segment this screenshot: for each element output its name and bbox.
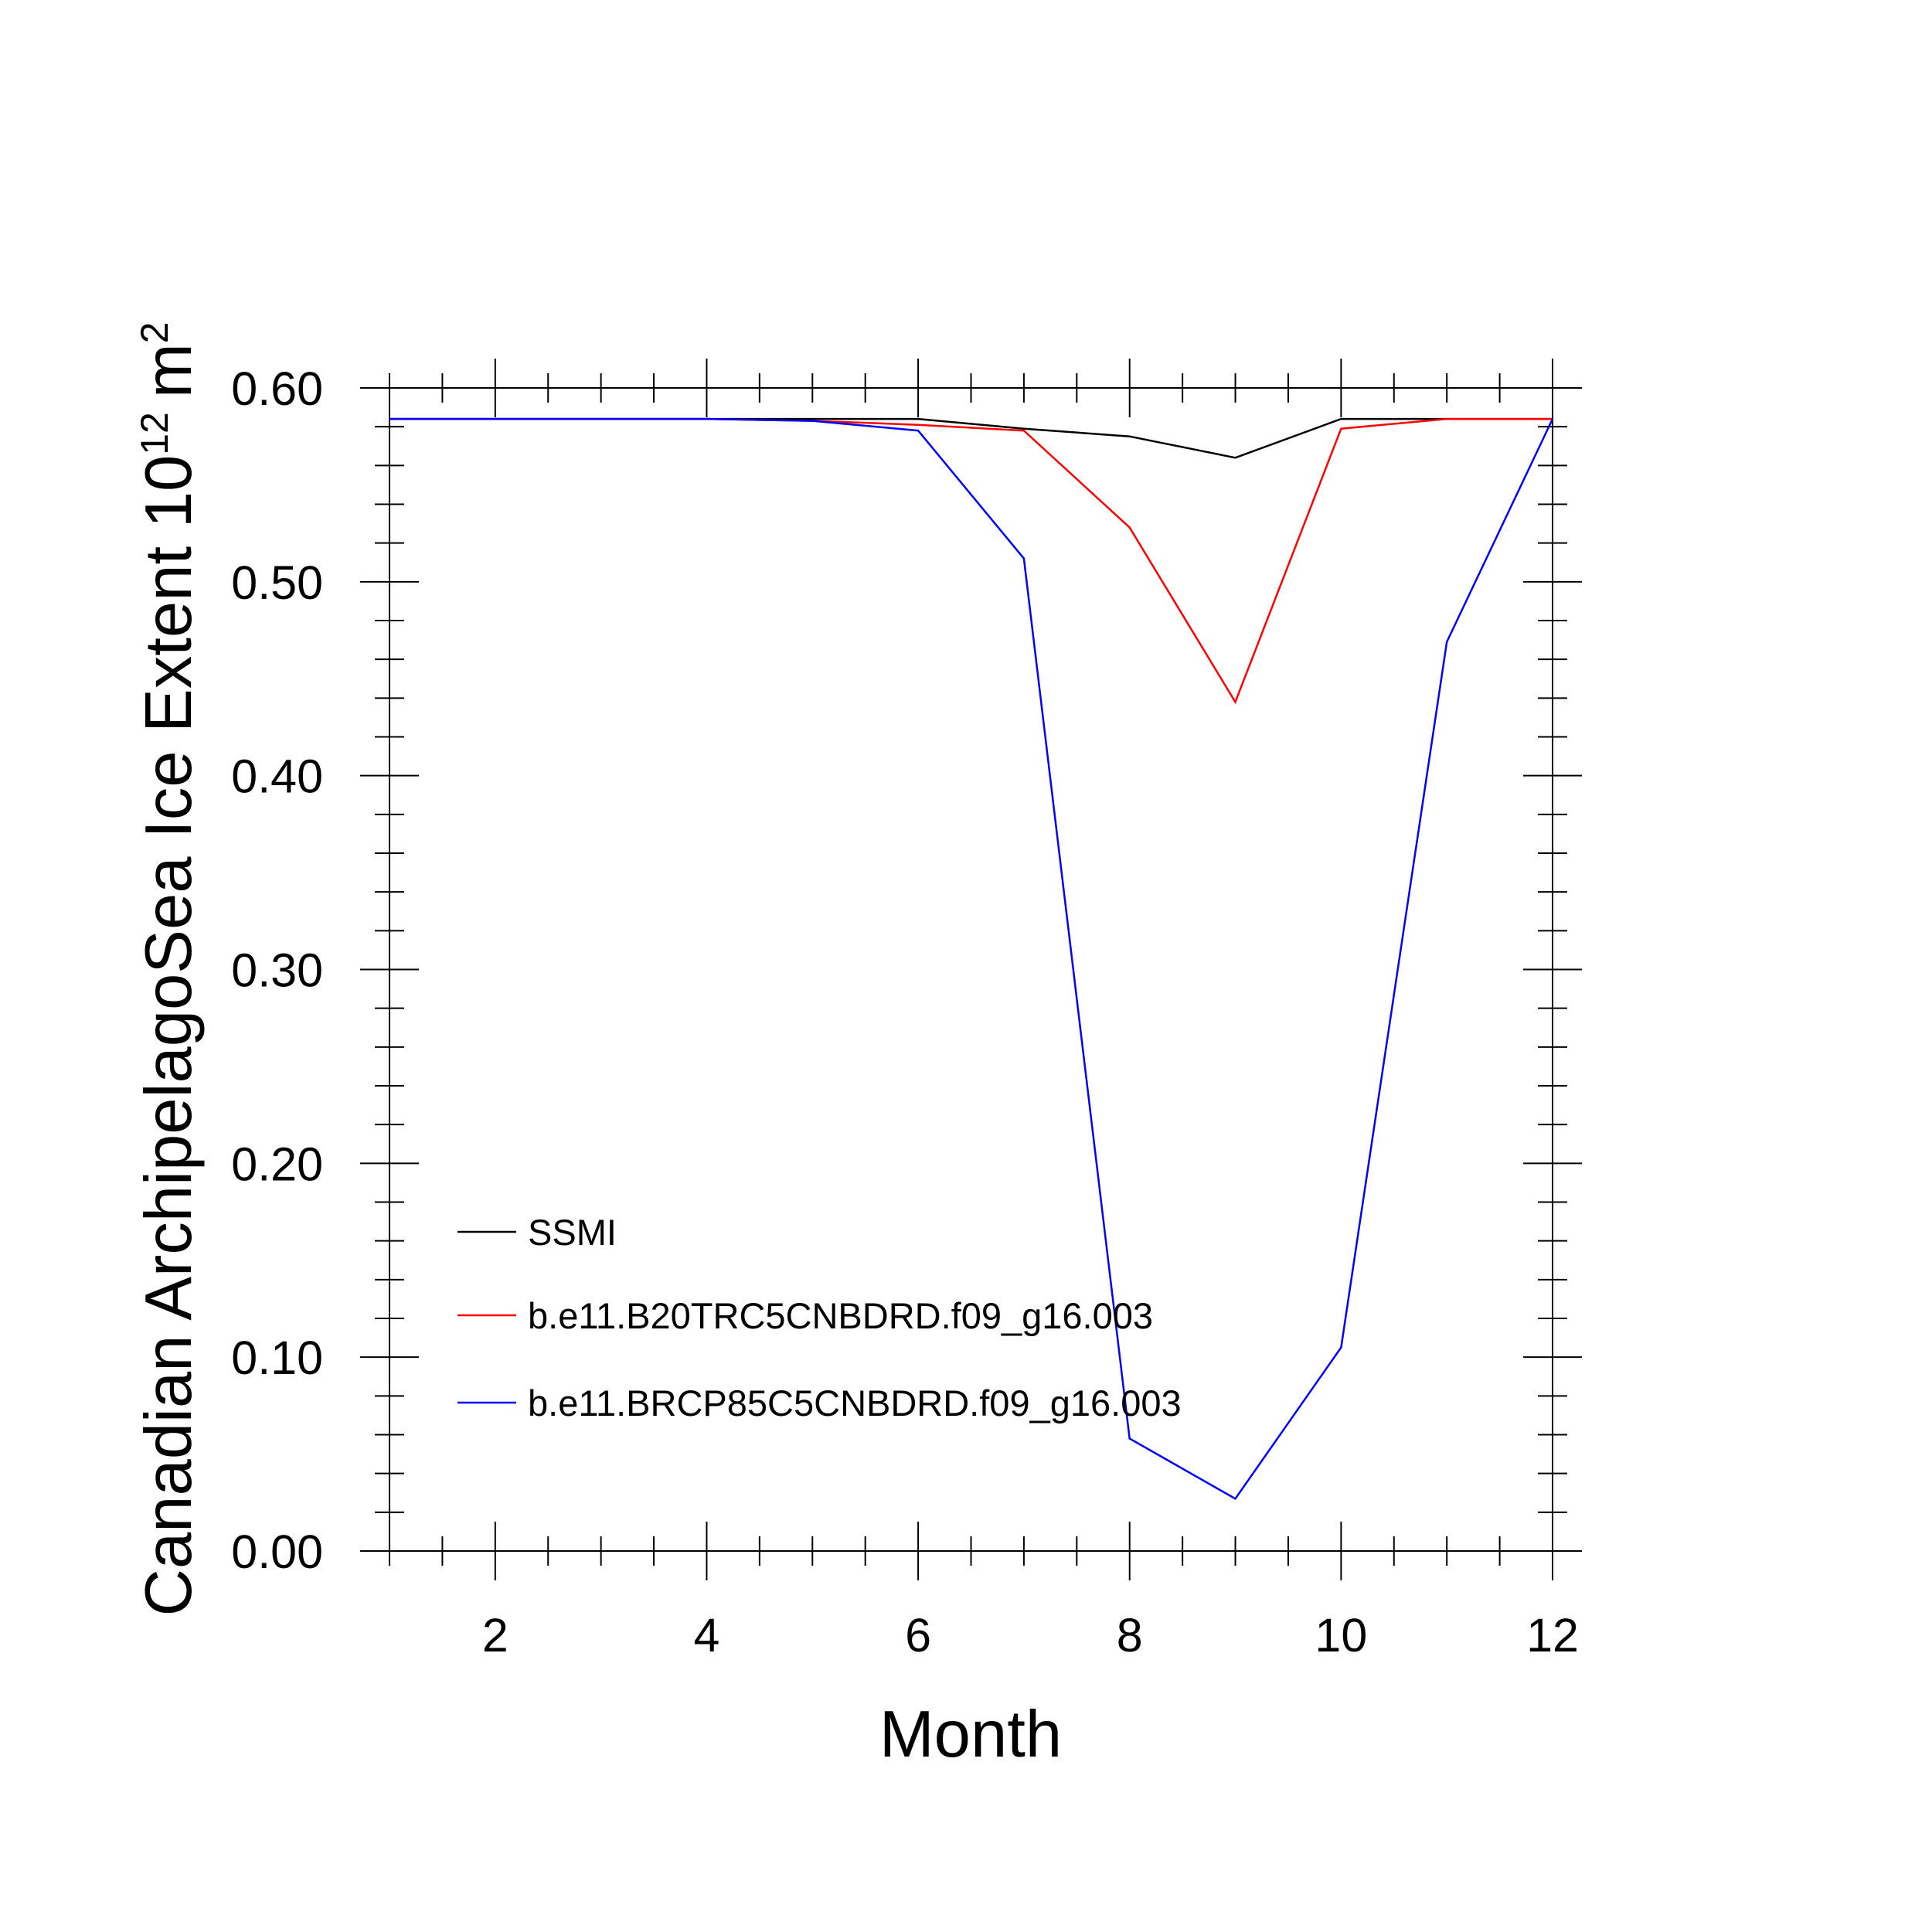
y-tick-label: 0.10 <box>231 1332 323 1384</box>
legend-label-2: b.e11.B20TRC5CNBDRD.f09_g16.003 <box>528 1295 1153 1336</box>
legend-label-3: b.e11.BRCP85C5CNBDRD.f09_g16.003 <box>528 1383 1182 1423</box>
y-axis-title-exponent: 12 <box>133 412 176 455</box>
x-tick-label: 10 <box>1315 1609 1367 1662</box>
series-line-2 <box>389 417 1553 705</box>
y-tick-label: 0.60 <box>231 362 323 415</box>
legend-label-1: SSMI <box>528 1212 617 1253</box>
legend: SSMI b.e11.B20TRC5CNBDRD.f09_g16.003 b.e11… <box>457 1212 1182 1423</box>
tick-labels: 2 4 6 8 10 12 0.00 0.10 0.20 0.30 0.40 0.50 0.60 <box>231 362 1579 1662</box>
x-tick-label: 6 <box>905 1609 931 1662</box>
y-axis-title: Canadian ArchipelagoSea Ice Extent 1012 m… <box>132 322 206 1617</box>
plot-frame <box>389 387 1553 1552</box>
series-line-3 <box>389 417 1554 1500</box>
y-axis-title-unit: m <box>132 343 206 398</box>
y-tick-label: 0.30 <box>231 944 323 997</box>
x-tick-label: 8 <box>1117 1609 1143 1662</box>
y-axis-title-main: Canadian ArchipelagoSea Ice Extent 10 <box>132 455 206 1617</box>
x-tick-label: 2 <box>482 1609 509 1662</box>
y-tick-label: 0.00 <box>231 1526 323 1578</box>
y-axis-title-unit-exponent: 2 <box>133 322 176 344</box>
x-tick-label: 12 <box>1526 1609 1579 1662</box>
x-axis-title: Month <box>879 1698 1062 1771</box>
series-lines <box>389 417 1554 1500</box>
y-tick-label: 0.20 <box>231 1138 323 1190</box>
x-tick-label: 4 <box>693 1609 719 1662</box>
y-tick-label: 0.40 <box>231 750 323 803</box>
y-tick-label: 0.50 <box>231 556 323 609</box>
